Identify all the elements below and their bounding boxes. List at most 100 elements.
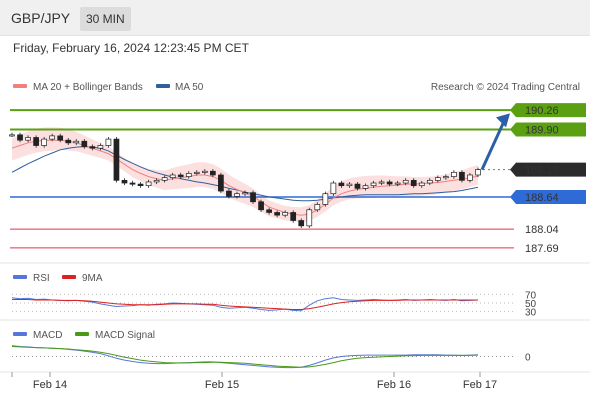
candle-body (394, 182, 401, 185)
macd-signal-legend-swatch (75, 332, 89, 336)
candle-body (306, 209, 313, 227)
ma20-legend-swatch (13, 84, 27, 88)
candle-body (185, 173, 192, 177)
rsi-signal-legend-swatch (62, 275, 76, 279)
level-tag-190.26: 190.26 (510, 103, 586, 118)
top-bar: GBP/JPY 30 MIN (0, 0, 590, 36)
candle-body (73, 140, 80, 144)
x-tick-label: Feb 17 (463, 379, 497, 391)
candle-body (153, 179, 160, 183)
level-tag-bg-189.90 (510, 122, 586, 137)
candle-body (17, 134, 23, 141)
candle-body (57, 135, 64, 141)
candle-body (33, 137, 39, 146)
candle-body (121, 179, 128, 184)
candle-body (145, 181, 152, 187)
macd-line (11, 345, 479, 369)
candle-body (65, 139, 72, 144)
candle-body (81, 140, 88, 147)
level-label-188.04: 188.04 (525, 224, 559, 236)
candle-body (370, 182, 377, 187)
forecast-arrow-head (496, 113, 510, 128)
candle-body (242, 192, 248, 195)
level-tag-189.15: 189.15 (510, 162, 586, 177)
level-tag-188.64: 188.64 (510, 189, 586, 204)
rsi-signal-legend-label: 9MA (82, 273, 103, 284)
symbol-label: GBP/JPY (11, 10, 71, 26)
candle-body (250, 192, 256, 203)
candle-body (451, 171, 457, 177)
interval-button[interactable]: 30 MIN (80, 7, 131, 31)
candle-body (129, 182, 136, 185)
candle-body (330, 182, 337, 195)
rsi-level-label-30: 30 (525, 308, 537, 319)
level-tag-189.90: 189.90 (510, 122, 586, 137)
candle-body (378, 181, 385, 184)
macd-zero-label: 0 (525, 353, 531, 364)
credit-text: Research © 2024 Trading Central (431, 82, 580, 93)
candle-body (25, 137, 31, 141)
candle-body (89, 146, 96, 149)
candle-body (161, 177, 168, 181)
level-tag-text-189.90: 189.90 (525, 124, 559, 136)
candle-body (210, 170, 216, 176)
ma50-legend-label: MA 50 (175, 82, 204, 93)
candle-body (266, 209, 272, 213)
candle-body (354, 183, 361, 189)
candle-body (459, 171, 465, 181)
forecast-arrow-shaft (480, 120, 506, 171)
ma20-legend-label: MA 20 + Bollinger Bands (33, 82, 143, 93)
candle-body (193, 171, 200, 174)
rsi-level-label-50: 50 (525, 299, 537, 310)
candle-body (97, 145, 104, 149)
macd-legend-label: MACD (33, 330, 62, 341)
candle-body (234, 193, 240, 197)
rsi-signal-line (12, 299, 478, 310)
macd-legend-swatch (13, 332, 27, 336)
candle-body (314, 204, 321, 211)
candle-body (410, 179, 417, 187)
candle-body (467, 174, 473, 181)
macd-panel: 0 (11, 345, 531, 369)
candle-body (226, 190, 232, 197)
macd-signal-line (11, 346, 479, 368)
level-tag-text-188.64: 188.64 (525, 192, 559, 204)
level-tag-text-189.15: 189.15 (525, 165, 559, 177)
candle-body (218, 174, 224, 192)
level-tag-bg-188.64 (510, 189, 586, 204)
candle-body (402, 179, 409, 184)
candle-body (177, 174, 184, 177)
level-tag-bg-189.15 (510, 162, 586, 177)
candle-body (201, 170, 208, 173)
x-tick-label: Feb 15 (205, 379, 239, 391)
candle-body (426, 179, 433, 184)
candle-body (258, 201, 264, 211)
rsi-legend-swatch (13, 275, 27, 279)
x-axis: Feb 14 Feb 15 Feb 16 Feb 17 (11, 372, 497, 391)
candle-body (362, 185, 369, 189)
candle-body (434, 177, 441, 181)
candle-body (475, 169, 481, 176)
candle-body (169, 174, 176, 179)
timestamp: Friday, February 16, 2024 12:23:45 PM CE… (13, 41, 249, 55)
candle-body (346, 183, 353, 187)
candle-body (322, 193, 329, 205)
candle-body (386, 181, 393, 185)
x-tick-label: Feb 14 (33, 379, 67, 391)
level-label-187.69: 187.69 (525, 243, 559, 255)
level-tag-bg-190.26 (510, 103, 586, 118)
candle-body (282, 212, 289, 216)
candle-body (113, 138, 120, 181)
candle-body (290, 212, 297, 221)
candle-body (298, 220, 305, 227)
candle-body (338, 182, 345, 187)
rsi-level-label-70: 70 (525, 290, 537, 301)
candle-body (137, 183, 144, 187)
candle-body (49, 135, 56, 140)
candle-body (9, 134, 15, 137)
candle-body (105, 138, 112, 146)
x-tick-label: Feb 16 (377, 379, 411, 391)
level-tag-text-190.26: 190.26 (525, 105, 559, 117)
